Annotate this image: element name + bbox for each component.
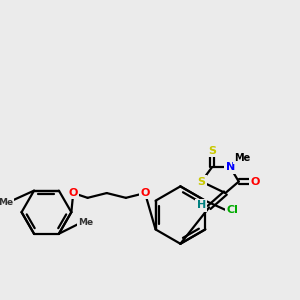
Text: O: O [250,177,260,187]
Text: Me: Me [235,153,251,163]
Text: N: N [226,162,235,172]
Text: S: S [197,177,206,187]
Text: Me: Me [0,198,13,207]
Text: O: O [69,188,78,198]
Text: O: O [140,188,150,198]
Text: H: H [197,200,206,211]
Text: Cl: Cl [226,205,238,215]
Text: Me: Me [78,218,93,227]
Text: S: S [208,146,216,156]
